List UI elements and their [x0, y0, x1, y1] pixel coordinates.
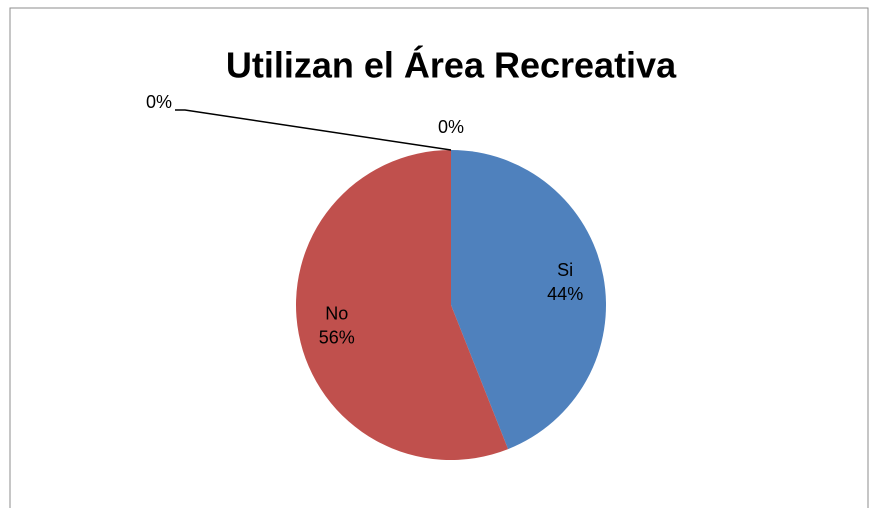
pie-slice	[451, 150, 606, 450]
slice-value-label: 44%	[547, 284, 583, 304]
slice-category-label: No	[325, 304, 348, 324]
leader-line	[175, 109, 452, 151]
slice-value-label: 0%	[438, 117, 464, 137]
slice-value-label: 56%	[319, 328, 355, 348]
chart-title: Utilizan el Área Recreativa	[226, 45, 677, 86]
slice-category-label: Si	[557, 260, 573, 280]
chart-frame	[9, 7, 869, 508]
slice-value-label: 0%	[146, 92, 172, 112]
pie-slice	[295, 150, 509, 461]
